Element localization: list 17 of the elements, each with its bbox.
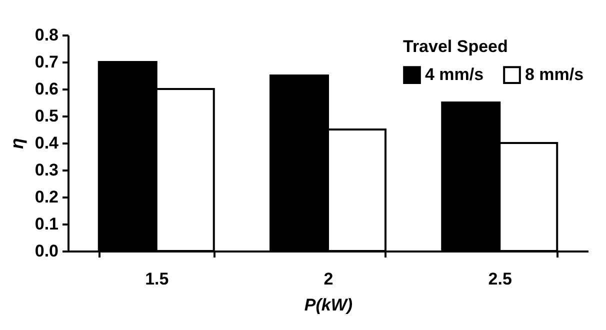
y-tick-label: 0.6	[34, 80, 58, 98]
y-tick-label: 0.8	[34, 26, 58, 44]
y-tick-label: 0.3	[34, 160, 58, 180]
y-tick-label: 0.4	[34, 134, 60, 152]
x-tick-label: 1.5	[145, 270, 169, 288]
x-axis-title: P(kW)	[304, 296, 353, 314]
legend-label: 4 mm/s	[425, 65, 484, 84]
x-tick-label: 2.5	[488, 270, 512, 288]
y-tick-label: 0.5	[34, 106, 58, 126]
y-tick-label: 0.7	[34, 52, 58, 72]
legend-title: Travel Speed	[403, 37, 508, 56]
y-tick-label: 0.1	[34, 214, 58, 234]
y-axis-title: η	[6, 138, 27, 149]
y-tick-label: 0.0	[34, 242, 58, 260]
legend-label: 8 mm/s	[525, 65, 584, 84]
y-tick-label: 0.2	[34, 188, 58, 206]
x-tick-label: 2	[324, 270, 334, 288]
